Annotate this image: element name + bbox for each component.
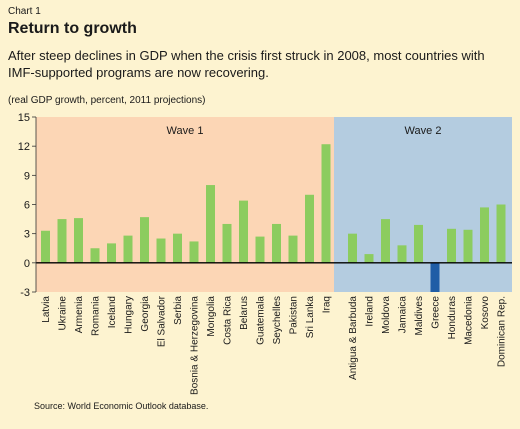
chart-source: Source: World Economic Outlook database. bbox=[34, 401, 209, 411]
category-label: Serbia bbox=[173, 296, 184, 325]
category-label: Mongolia bbox=[206, 296, 217, 337]
bar bbox=[41, 230, 50, 263]
bar bbox=[447, 228, 456, 263]
category-label: Kosovo bbox=[480, 296, 491, 330]
category-label: Bosnia & Herzegovina bbox=[190, 296, 201, 395]
bar bbox=[305, 194, 314, 263]
bar bbox=[348, 233, 357, 263]
bar bbox=[74, 218, 83, 263]
y-tick-label: 3 bbox=[24, 229, 30, 241]
bar bbox=[288, 235, 298, 263]
chart-label: Chart 1 bbox=[8, 6, 41, 17]
category-label: Guatemala bbox=[256, 296, 267, 345]
bar bbox=[480, 207, 489, 263]
category-label: Latvia bbox=[41, 296, 52, 323]
bar bbox=[189, 241, 199, 263]
bar bbox=[57, 219, 67, 263]
group-label: Wave 2 bbox=[405, 125, 442, 137]
bar bbox=[107, 243, 116, 263]
category-label: Iraq bbox=[322, 296, 333, 313]
y-tick-label: 6 bbox=[24, 200, 30, 212]
category-label: Iceland bbox=[107, 296, 118, 328]
bar bbox=[272, 223, 281, 263]
group-label: Wave 1 bbox=[167, 125, 204, 137]
category-label: Armenia bbox=[74, 296, 85, 334]
bar bbox=[140, 217, 149, 263]
bar bbox=[463, 229, 473, 263]
category-label: Dominican Rep. bbox=[497, 296, 508, 367]
bar bbox=[90, 248, 100, 263]
category-label: Ukraine bbox=[58, 296, 69, 331]
bar bbox=[381, 219, 390, 263]
bar bbox=[414, 224, 423, 263]
category-label: Greece bbox=[431, 296, 442, 329]
category-label: Georgia bbox=[140, 296, 151, 332]
category-label: Macedonia bbox=[464, 296, 475, 345]
category-label: Hungary bbox=[124, 296, 135, 334]
chart-subtitle: After steep declines in GDP when the cri… bbox=[8, 48, 485, 80]
bar bbox=[239, 200, 248, 263]
category-label: Seychelles bbox=[272, 296, 283, 344]
chart-note: (real GDP growth, percent, 2011 projecti… bbox=[8, 95, 206, 106]
y-tick-label: 9 bbox=[24, 170, 30, 182]
bar bbox=[255, 236, 265, 263]
category-label: Ireland bbox=[365, 296, 376, 327]
category-label: Pakistan bbox=[289, 296, 300, 334]
y-tick-label: 12 bbox=[18, 141, 30, 153]
category-label: Romania bbox=[91, 296, 102, 336]
category-label: Jamaica bbox=[398, 296, 409, 334]
category-label: Belarus bbox=[239, 296, 250, 330]
bar bbox=[364, 254, 374, 263]
y-tick-label: 15 bbox=[18, 112, 30, 124]
category-label: Maldives bbox=[414, 296, 425, 335]
wave-1-background bbox=[36, 117, 334, 292]
category-label: Sri Lanka bbox=[305, 296, 316, 339]
bar bbox=[397, 245, 407, 263]
bar bbox=[206, 185, 215, 263]
wave-2-background bbox=[334, 117, 512, 292]
bar bbox=[173, 233, 182, 263]
bar bbox=[496, 204, 506, 263]
chart-title: Return to growth bbox=[8, 20, 137, 37]
category-label: Antigua & Barbuda bbox=[348, 296, 359, 380]
bar bbox=[321, 144, 331, 263]
y-tick-label: 0 bbox=[24, 258, 30, 270]
y-tick-label: -3 bbox=[20, 287, 30, 299]
category-label: Costa Rica bbox=[223, 296, 234, 345]
bar bbox=[222, 223, 232, 263]
category-label: Moldova bbox=[381, 296, 392, 334]
category-label: El Salvador bbox=[157, 295, 168, 347]
bar bbox=[430, 262, 440, 292]
bar bbox=[123, 235, 133, 263]
bar bbox=[156, 238, 166, 263]
category-label: Honduras bbox=[447, 296, 458, 339]
